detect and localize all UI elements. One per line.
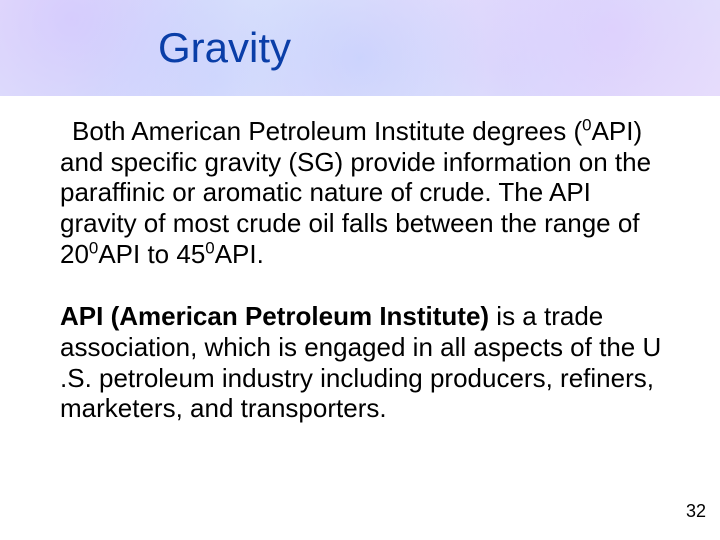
p1-sup1: 0 xyxy=(582,115,591,134)
p1-seg1: Both American Petroleum Institute degree… xyxy=(72,116,582,146)
header-band: Gravity xyxy=(0,0,720,96)
paragraph-1: Both American Petroleum Institute degree… xyxy=(48,116,672,269)
content-area: Both American Petroleum Institute degree… xyxy=(0,96,720,424)
p1-seg3: API to 45 xyxy=(98,239,205,269)
p1-sup2: 0 xyxy=(89,238,98,257)
p1-seg4: API. xyxy=(215,239,264,269)
page-number: 32 xyxy=(686,501,706,522)
slide-title: Gravity xyxy=(158,24,291,72)
p2-bold: API (American Petroleum Institute) xyxy=(60,301,489,331)
paragraph-2: API (American Petroleum Institute) is a … xyxy=(48,301,672,424)
p1-sup3: 0 xyxy=(205,238,214,257)
